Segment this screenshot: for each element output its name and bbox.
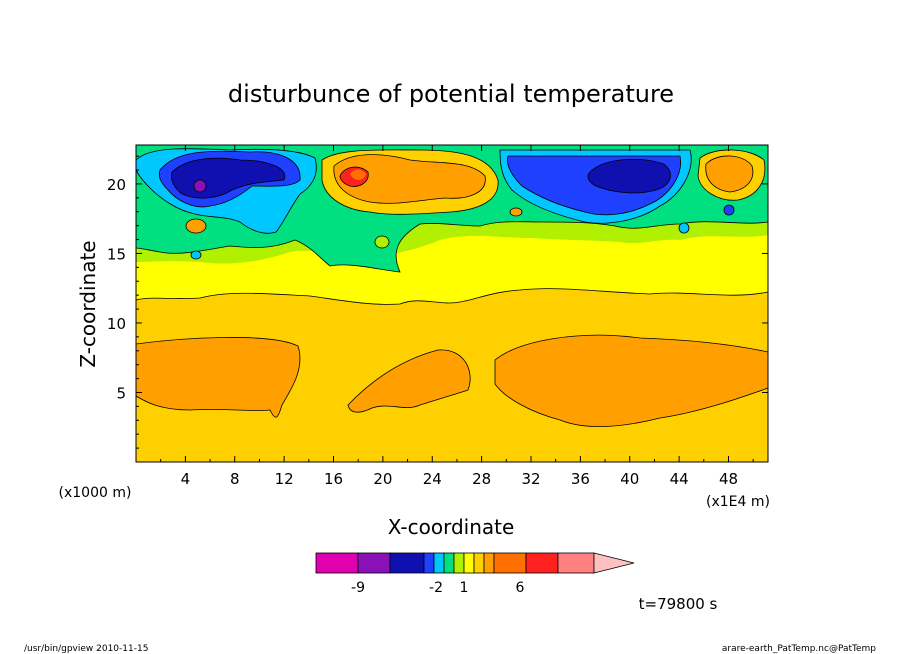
footer-right: arare-earth_PatTemp.nc@PatTemp [722,644,876,654]
colorbar-arrow [593,552,635,574]
colorbar-label: 1 [460,580,469,596]
x-tick-label: 20 [373,470,392,488]
orange-blob-right [494,334,769,427]
colorbar-segment [433,552,445,574]
purple-core-left [193,179,207,193]
colorbar-segment [315,552,359,574]
colorbar-segment [525,552,559,574]
cyan-spot-left [190,250,202,260]
colorbar-segment [423,552,435,574]
y-tick-label: 10 [107,315,126,333]
colorbar-segment [357,552,391,574]
colorbar-segment [453,552,465,574]
blue-spot-right [723,204,735,216]
orange-spot-left [185,218,207,234]
colorbar-segment [389,552,425,574]
navy-upper-right [587,158,671,194]
footer-left: /usr/bin/gpview 2010-11-15 [24,644,148,654]
chart-title: disturbunce of potential temperature [228,80,674,108]
colorbar-labels: -9 -2 1 6 [351,580,525,596]
colorbar-segment [483,552,495,574]
orange-upper-right [705,155,754,193]
orange-blob-upper-mid [333,154,486,204]
x-tick-label: 24 [423,470,442,488]
x-tick-label: 12 [275,470,294,488]
y-ticks: 5 10 15 20 [107,155,768,449]
time-label: t=79800 s [639,595,718,613]
x-tick-label: 4 [181,470,191,488]
x-axis-label: X-coordinate [388,515,515,539]
x-tick-label: 40 [620,470,639,488]
colorbar-segment [463,552,475,574]
colorbar-label: -9 [351,580,365,596]
x-tick-label: 8 [230,470,240,488]
colorbar [315,552,635,574]
plot-frame [135,144,769,463]
z-scale-label: (x1000 m) [59,485,132,501]
y-axis-label: Z-coordinate [76,240,100,367]
x-scale-label: (x1E4 m) [706,494,770,510]
colorbar-segment [443,552,455,574]
x-tick-label: 48 [719,470,738,488]
x-tick-label: 16 [324,470,343,488]
y-tick-label: 20 [107,176,126,194]
x-tick-label: 36 [571,470,590,488]
orange-spot-mid [509,207,523,217]
orange-core-mid [350,169,366,180]
plot-area [135,144,769,463]
y-tick-label: 5 [116,384,126,402]
cyan-spot-right [678,222,690,234]
lightgreen-spot [374,235,390,249]
x-tick-label: 32 [521,470,540,488]
y-tick-label: 15 [107,245,126,263]
colorbar-label: 6 [516,580,525,596]
colorbar-segment [493,552,527,574]
x-tick-label: 28 [472,470,491,488]
orange-blob-mid [347,349,471,413]
colorbar-segment [557,552,595,574]
x-ticks: 4 8 12 16 20 24 28 32 36 40 44 48 [160,145,754,488]
colorbar-segment [473,552,485,574]
colorbar-label: -2 [429,580,443,596]
orange-blob-left [135,337,301,418]
x-tick-label: 44 [670,470,689,488]
